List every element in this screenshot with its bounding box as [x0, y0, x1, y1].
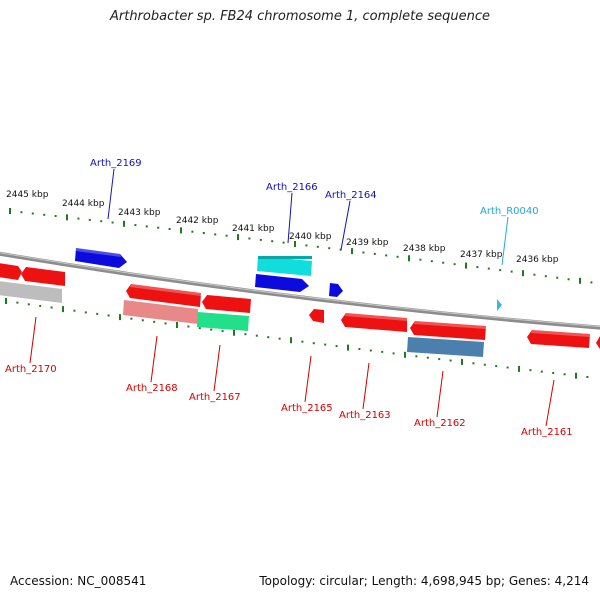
kbp-label: 2440 kbp [289, 232, 332, 242]
kbp-label: 2436 kbp [516, 255, 559, 265]
topology-summary: Topology: circular; Length: 4,698,945 bp… [259, 574, 589, 588]
gene-arth-2162-shadow [407, 337, 484, 357]
kbp-label: 2443 kbp [118, 208, 161, 218]
gene-arth-2168[interactable] [126, 284, 201, 307]
gene-arth-2170-shadow [0, 281, 62, 303]
gene-label-arth-2170[interactable]: Arth_2170 [5, 364, 57, 375]
gene-arth-2166[interactable] [257, 256, 312, 276]
label-leaders [29, 168, 555, 427]
gene-label-arth-2168[interactable]: Arth_2168 [126, 383, 178, 394]
gene-arth-2161[interactable] [527, 330, 590, 348]
gene-arth-2160[interactable] [596, 336, 600, 350]
kbp-label: 2441 kbp [232, 224, 275, 234]
chromosome-backbone [0, 251, 600, 330]
kbp-label: 2442 kbp [176, 216, 219, 226]
accession-label: Accession: NC_008541 [10, 574, 147, 588]
gene-label-arth-2165[interactable]: Arth_2165 [281, 403, 333, 414]
kbp-label: 2437 kbp [460, 250, 503, 260]
kbp-label: 2444 kbp [62, 199, 105, 209]
kbp-label: 2438 kbp [403, 244, 446, 254]
kbp-scale-labels: 2445 kbp 2444 kbp 2443 kbp 2442 kbp 2441… [6, 190, 559, 265]
gene-label-arth-2162[interactable]: Arth_2162 [414, 418, 466, 429]
inner-tick-track [5, 298, 589, 379]
gene-label-arth-2164[interactable]: Arth_2164 [325, 190, 377, 201]
gene-arth-2168-shadow [123, 300, 198, 324]
gene-label-arth-2161[interactable]: Arth_2161 [521, 427, 573, 438]
gene-arth-r0040[interactable] [497, 299, 502, 311]
gene-arth-2170[interactable] [21, 267, 65, 286]
gene-arth-2165-upper[interactable] [255, 274, 309, 292]
gene-labels: Arth_2169 Arth_2166 Arth_2164 Arth_R0040… [5, 158, 573, 438]
gene-arth-2171[interactable] [0, 263, 22, 280]
gene-label-arth-2163[interactable]: Arth_2163 [339, 410, 391, 421]
gene-features [0, 248, 600, 357]
kbp-label: 2445 kbp [6, 190, 49, 200]
gene-label-arth-r0040[interactable]: Arth_R0040 [480, 206, 539, 217]
gene-arth-2163[interactable] [341, 313, 407, 332]
gene-arth-2162[interactable] [410, 321, 486, 340]
outer-tick-track [9, 208, 593, 284]
kbp-label: 2439 kbp [346, 238, 389, 248]
gene-label-arth-2166[interactable]: Arth_2166 [266, 182, 318, 193]
map-title: Arthrobacter sp. FB24 chromosome 1, comp… [109, 9, 491, 24]
gene-arth-2167[interactable] [202, 295, 251, 313]
gene-arth-2165[interactable] [309, 309, 324, 323]
gene-arth-2167-shadow [197, 312, 249, 331]
gene-label-arth-2167[interactable]: Arth_2167 [189, 392, 241, 403]
gene-arth-2169[interactable] [75, 248, 127, 268]
gene-label-arth-2169[interactable]: Arth_2169 [90, 158, 142, 169]
gene-arth-2164[interactable] [329, 283, 343, 297]
